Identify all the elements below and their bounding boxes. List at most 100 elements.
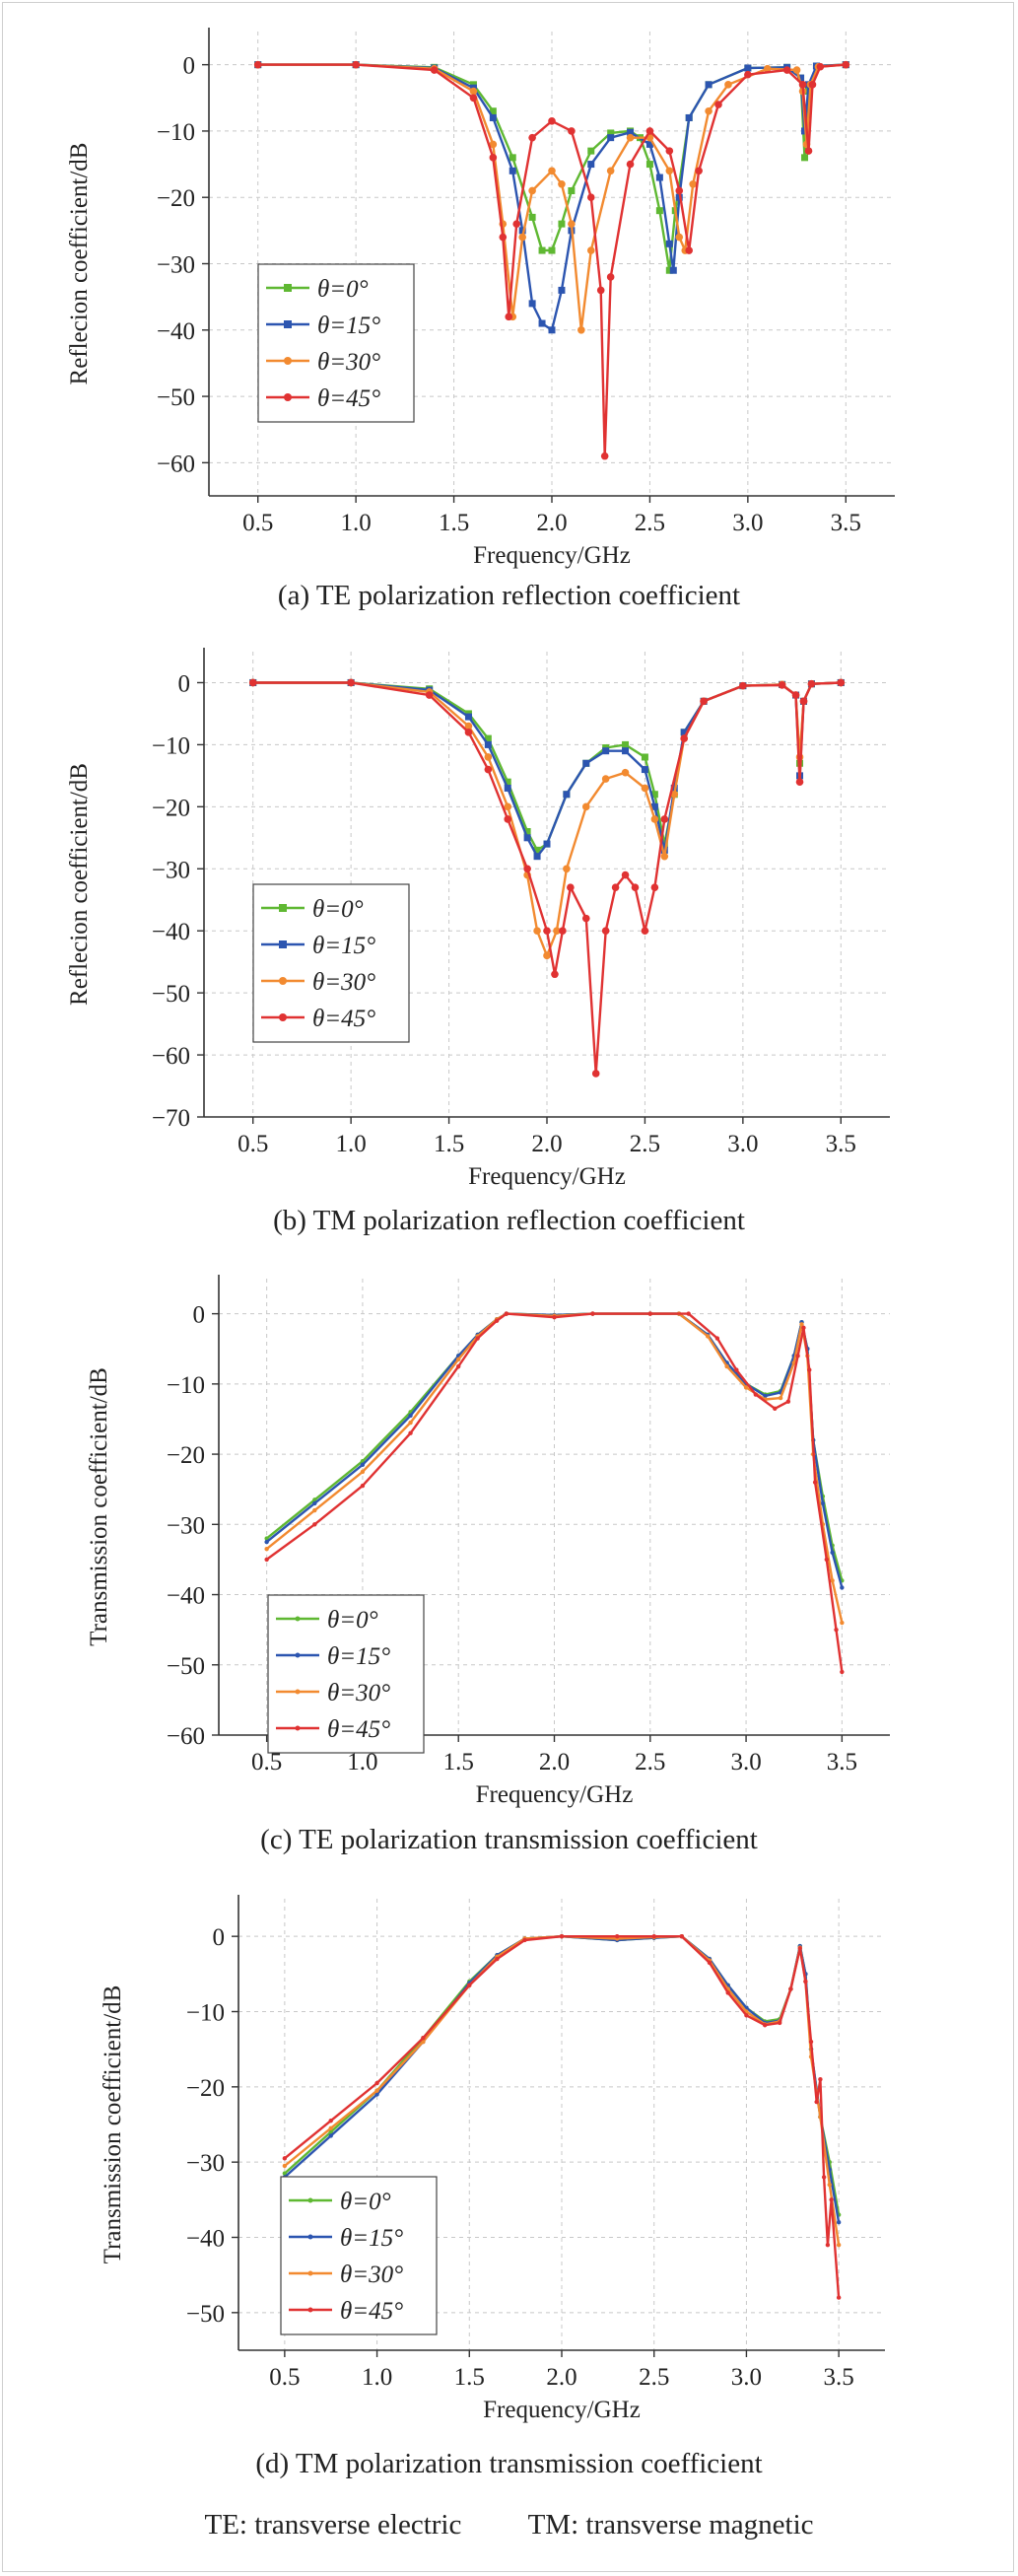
legend-label-2: θ=30° xyxy=(340,2262,403,2288)
data-point xyxy=(685,113,693,121)
data-point xyxy=(650,815,659,823)
data-point xyxy=(829,2197,834,2202)
data-point xyxy=(679,1933,685,1939)
data-point xyxy=(798,81,807,89)
data-point xyxy=(484,753,493,761)
x-tick-label: 3.0 xyxy=(727,1131,758,1157)
data-point xyxy=(543,951,551,960)
data-point xyxy=(812,1480,818,1485)
data-point xyxy=(840,1620,845,1626)
legend-label-1: θ=15° xyxy=(312,933,375,959)
y-tick-label: −50 xyxy=(152,981,190,1008)
data-point xyxy=(744,2013,749,2018)
data-point xyxy=(641,766,648,774)
data-point xyxy=(808,81,817,89)
x-tick-label: 1.0 xyxy=(362,2364,392,2391)
data-point xyxy=(282,2163,288,2169)
legend-label-1: θ=15° xyxy=(327,1643,390,1670)
data-point xyxy=(533,853,541,861)
legend-label-0: θ=0° xyxy=(340,2189,391,2215)
data-point xyxy=(615,1933,620,1939)
x-tick-label: 1.5 xyxy=(443,1749,474,1775)
data-point xyxy=(484,765,493,774)
x-tick-label: 1.5 xyxy=(434,1131,464,1157)
data-point xyxy=(680,734,688,742)
data-point xyxy=(631,883,640,891)
data-point xyxy=(647,1311,652,1316)
data-point xyxy=(551,970,559,979)
footnote-tm: TM: transverse magnetic xyxy=(527,2509,814,2541)
x-axis-label: Frequency/GHz xyxy=(468,1163,626,1190)
data-point xyxy=(645,127,654,135)
data-point xyxy=(689,179,697,188)
legend-marker xyxy=(284,393,292,401)
data-point xyxy=(509,167,516,174)
caption-c: (c) TE polarization transmission coeffic… xyxy=(260,1824,758,1855)
x-tick-label: 3.0 xyxy=(731,2364,762,2391)
data-point xyxy=(785,1399,791,1404)
data-point xyxy=(504,778,511,786)
data-point xyxy=(464,722,473,731)
caption-a: (a) TE polarization reflection coefficie… xyxy=(277,580,741,611)
data-point xyxy=(743,1385,749,1390)
data-point xyxy=(421,2039,426,2045)
legend-label-3: θ=45° xyxy=(317,385,380,412)
legend-marker xyxy=(307,2270,313,2276)
y-tick-label: −30 xyxy=(167,1512,205,1539)
y-tick-label: −40 xyxy=(152,919,190,945)
data-point xyxy=(797,1946,802,1951)
data-point xyxy=(611,883,620,891)
x-tick-label: 0.5 xyxy=(238,1131,268,1157)
data-point xyxy=(602,747,610,755)
data-point xyxy=(504,802,512,811)
legend-marker xyxy=(295,1652,301,1658)
data-point xyxy=(408,1413,413,1419)
data-point xyxy=(552,1314,557,1320)
data-point xyxy=(282,2156,288,2161)
data-point xyxy=(807,679,816,688)
x-tick-label: 2.5 xyxy=(630,1131,660,1157)
y-tick-label: −40 xyxy=(157,318,195,345)
x-tick-label: 3.5 xyxy=(826,1131,856,1157)
data-point xyxy=(641,927,649,935)
chart-panel-d: 0.5 1.0 1.5 2.0 2.5 3.0 3.5 0 −10 −20 −30 −40 −50 Fre… xyxy=(100,1895,885,2423)
data-point xyxy=(587,147,595,155)
data-point xyxy=(641,753,648,761)
data-point xyxy=(523,828,531,836)
legend-marker xyxy=(279,940,287,948)
data-point xyxy=(665,167,674,175)
x-tick-label: 3.5 xyxy=(827,1749,857,1775)
data-point xyxy=(528,213,536,221)
data-point xyxy=(577,325,585,334)
data-point xyxy=(538,246,546,254)
x-axis-label: Frequency/GHz xyxy=(473,542,631,569)
y-axis-label: Transmission coefficient/dB xyxy=(86,1367,112,1646)
y-tick-label: −20 xyxy=(152,795,190,821)
data-point xyxy=(596,286,605,295)
data-point xyxy=(641,784,649,793)
y-tick-label: −60 xyxy=(152,1043,190,1070)
data-point xyxy=(660,815,669,823)
data-point xyxy=(801,154,809,162)
data-point xyxy=(762,2023,768,2028)
data-point xyxy=(495,1956,500,1962)
data-point xyxy=(669,266,677,274)
y-tick-label: −50 xyxy=(186,2301,225,2328)
data-point xyxy=(522,1937,527,1943)
data-point xyxy=(374,2080,379,2086)
data-point xyxy=(548,167,556,175)
data-point xyxy=(528,300,536,308)
data-point xyxy=(744,64,752,72)
series-line-3 xyxy=(284,1934,841,2298)
caption-b: (b) TM polarization reflection coefficie… xyxy=(273,1205,745,1236)
data-point xyxy=(328,2118,333,2123)
legend-label-0: θ=0° xyxy=(327,1607,378,1634)
data-point xyxy=(553,927,561,935)
data-point xyxy=(543,840,551,848)
data-point xyxy=(312,1497,317,1502)
legend-label-1: θ=15° xyxy=(317,313,380,339)
data-point xyxy=(312,1507,317,1513)
data-point xyxy=(820,1500,826,1506)
data-point xyxy=(799,1322,804,1327)
x-tick-label: 3.5 xyxy=(831,510,861,536)
